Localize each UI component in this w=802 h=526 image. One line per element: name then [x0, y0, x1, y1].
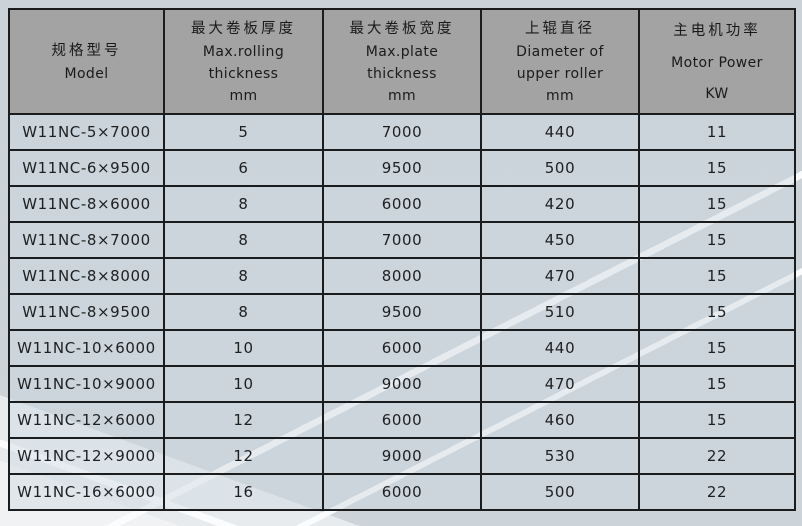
cell-max_plate_width: 9500 — [322, 293, 482, 331]
column-header-max_plate_width-line: thickness — [367, 65, 437, 82]
column-header-max_plate_width-line: 最大卷板宽度 — [349, 20, 455, 37]
cell-motor_power: 15 — [638, 365, 796, 403]
cell-motor_power: 15 — [638, 293, 796, 331]
table-row: W11NC-12×6000 12 6000 460 15 — [8, 401, 796, 439]
column-header-max_rolling_thickness-line: Max.rolling — [202, 43, 285, 60]
cell-motor_power: 22 — [638, 473, 796, 511]
cell-upper_roller_diameter: 470 — [480, 365, 640, 403]
cell-motor_power: 11 — [638, 113, 796, 151]
cell-max_rolling_thickness: 6 — [163, 149, 324, 187]
cell-model: W11NC-8×7000 — [8, 221, 165, 259]
cell-max_plate_width: 8000 — [322, 257, 482, 295]
cell-max_rolling_thickness: 10 — [163, 365, 324, 403]
table-row: W11NC-12×9000 12 9000 530 22 — [8, 437, 796, 475]
cell-max_rolling_thickness: 8 — [163, 185, 324, 223]
cell-max_plate_width: 7000 — [322, 113, 482, 151]
column-header-upper_roller_diameter-line: mm — [545, 87, 575, 104]
cell-motor_power: 15 — [638, 257, 796, 295]
cell-upper_roller_diameter: 420 — [480, 185, 640, 223]
cell-model: W11NC-8×9500 — [8, 293, 165, 331]
table-header-row: 规格型号 Model 最大卷板厚度 Max.rolling thickness mm 最大卷… — [8, 8, 796, 115]
cell-max_plate_width: 9000 — [322, 437, 482, 475]
cell-motor_power: 15 — [638, 149, 796, 187]
cell-upper_roller_diameter: 510 — [480, 293, 640, 331]
table-row: W11NC-8×9500 8 9500 510 15 — [8, 293, 796, 331]
column-header-motor_power-line: Motor Power — [671, 54, 763, 71]
cell-upper_roller_diameter: 470 — [480, 257, 640, 295]
cell-motor_power: 15 — [638, 185, 796, 223]
spec-table: 规格型号 Model 最大卷板厚度 Max.rolling thickness mm 最大卷… — [8, 8, 796, 511]
cell-max_rolling_thickness: 16 — [163, 473, 324, 511]
cell-motor_power: 15 — [638, 221, 796, 259]
table-row: W11NC-10×9000 10 9000 470 15 — [8, 365, 796, 403]
column-header-max_rolling_thickness-line: mm — [229, 87, 258, 104]
table-row: W11NC-16×6000 16 6000 500 22 — [8, 473, 796, 511]
column-header-max_rolling_thickness-line: thickness — [208, 65, 279, 82]
cell-max_rolling_thickness: 8 — [163, 221, 324, 259]
column-header-upper_roller_diameter: 上辊直径 Diameter of upper roller mm — [480, 8, 640, 115]
column-header-model-line: Model — [64, 65, 109, 82]
column-header-upper_roller_diameter-line: 上辊直径 — [525, 20, 595, 37]
cell-upper_roller_diameter: 440 — [480, 113, 640, 151]
cell-model: W11NC-12×6000 — [8, 401, 165, 439]
cell-max_rolling_thickness: 12 — [163, 437, 324, 475]
cell-max_rolling_thickness: 8 — [163, 257, 324, 295]
cell-max_rolling_thickness: 10 — [163, 329, 324, 367]
column-header-max_plate_width-line: mm — [387, 87, 417, 104]
column-header-max_plate_width-line: Max.plate — [365, 43, 439, 60]
cell-upper_roller_diameter: 440 — [480, 329, 640, 367]
cell-max_plate_width: 6000 — [322, 473, 482, 511]
cell-upper_roller_diameter: 500 — [480, 473, 640, 511]
cell-model: W11NC-8×8000 — [8, 257, 165, 295]
column-header-model-line: 规格型号 — [51, 42, 122, 59]
table-body: W11NC-5×7000 5 7000 440 11 W11NC-6×9500 6 9500 5… — [8, 113, 796, 511]
cell-model: W11NC-12×9000 — [8, 437, 165, 475]
cell-upper_roller_diameter: 450 — [480, 221, 640, 259]
cell-max_plate_width: 6000 — [322, 401, 482, 439]
table-row: W11NC-10×6000 10 6000 440 15 — [8, 329, 796, 367]
cell-max_plate_width: 7000 — [322, 221, 482, 259]
cell-model: W11NC-5×7000 — [8, 113, 165, 151]
table-row: W11NC-8×7000 8 7000 450 15 — [8, 221, 796, 259]
cell-motor_power: 22 — [638, 437, 796, 475]
cell-max_plate_width: 9500 — [322, 149, 482, 187]
cell-model: W11NC-8×6000 — [8, 185, 165, 223]
cell-model: W11NC-10×6000 — [8, 329, 165, 367]
cell-model: W11NC-6×9500 — [8, 149, 165, 187]
cell-max_plate_width: 9000 — [322, 365, 482, 403]
column-header-motor_power-line: 主电机功率 — [673, 22, 761, 39]
cell-motor_power: 15 — [638, 401, 796, 439]
cell-max_rolling_thickness: 8 — [163, 293, 324, 331]
column-header-max_rolling_thickness: 最大卷板厚度 Max.rolling thickness mm — [163, 8, 324, 115]
column-header-max_rolling_thickness-line: 最大卷板厚度 — [191, 20, 296, 37]
column-header-max_plate_width: 最大卷板宽度 Max.plate thickness mm — [322, 8, 482, 115]
column-header-model: 规格型号 Model — [8, 8, 165, 115]
table-row: W11NC-8×8000 8 8000 470 15 — [8, 257, 796, 295]
column-header-motor_power: 主电机功率 Motor Power KW — [638, 8, 796, 115]
cell-model: W11NC-16×6000 — [8, 473, 165, 511]
column-header-upper_roller_diameter-line: upper roller — [516, 65, 604, 82]
column-header-motor_power-line: KW — [705, 85, 729, 102]
column-header-upper_roller_diameter-line: Diameter of — [516, 43, 604, 60]
cell-upper_roller_diameter: 460 — [480, 401, 640, 439]
cell-motor_power: 15 — [638, 329, 796, 367]
cell-model: W11NC-10×9000 — [8, 365, 165, 403]
cell-max_rolling_thickness: 12 — [163, 401, 324, 439]
table-row: W11NC-8×6000 8 6000 420 15 — [8, 185, 796, 223]
cell-max_plate_width: 6000 — [322, 329, 482, 367]
table-row: W11NC-5×7000 5 7000 440 11 — [8, 113, 796, 151]
cell-max_plate_width: 6000 — [322, 185, 482, 223]
cell-upper_roller_diameter: 500 — [480, 149, 640, 187]
cell-upper_roller_diameter: 530 — [480, 437, 640, 475]
cell-max_rolling_thickness: 5 — [163, 113, 324, 151]
table-row: W11NC-6×9500 6 9500 500 15 — [8, 149, 796, 187]
